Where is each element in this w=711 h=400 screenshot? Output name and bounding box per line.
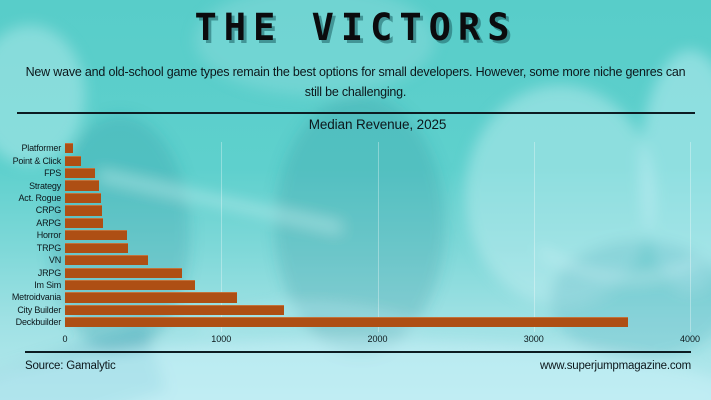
bar-act-rogue (65, 192, 101, 204)
bar-trpg (65, 242, 129, 253)
bar-fps (65, 168, 95, 179)
bar-track (65, 279, 690, 291)
bar-row: JRPG (0, 266, 711, 278)
category-label: Im Sim (34, 280, 61, 291)
bar-row: CRPG (0, 204, 711, 216)
x-axis: 0 1000 2000 3000 4000 (62, 334, 700, 346)
gridline-3000 (533, 142, 535, 332)
poster-subtitle: New wave and old-school game types remai… (25, 65, 686, 99)
bar-track (65, 168, 690, 179)
x-tick-2000: 2000 (367, 334, 388, 344)
x-tick-0: 0 (62, 334, 68, 344)
bar-track (65, 155, 690, 166)
source-credit: Source: Gamalytic (25, 360, 116, 372)
category-label: Deckbuilder (15, 317, 62, 328)
bar-row: Im Sim (0, 279, 711, 291)
gridlines (65, 142, 691, 332)
bar-arpg (65, 217, 104, 228)
website-url: www.superjumpmagazine.com (540, 360, 691, 372)
bar-row: TRPG (0, 242, 711, 254)
bar-row: Horror (0, 229, 711, 241)
bar-track (65, 267, 690, 278)
bar-deckbuilder (65, 317, 628, 328)
bar-strategy (65, 180, 100, 191)
bar-jrpg (65, 267, 183, 278)
bar-row: VN (0, 254, 711, 266)
category-label: City Builder (17, 304, 61, 315)
category-label: Strategy (29, 180, 61, 191)
category-label: Act. Rogue (18, 192, 61, 203)
category-label: VN (48, 255, 61, 266)
bar-row: Platformer (0, 142, 711, 154)
bar-city-builder (65, 304, 284, 315)
bar-row: Point & Click (0, 154, 711, 166)
poster-title: THE VICTORS (194, 6, 517, 49)
gridline-1000 (221, 142, 223, 332)
category-label: JRPG (37, 267, 61, 278)
gridline-4000 (690, 142, 691, 332)
bar-track (65, 304, 690, 315)
category-label: Point & Click (12, 155, 62, 166)
category-label: CRPG (35, 205, 61, 216)
bar-point-click (65, 155, 81, 166)
bar-track (65, 192, 690, 204)
category-label: TRPG (36, 242, 61, 253)
bar-row: ARPG (0, 217, 711, 229)
x-tick-4000: 4000 (679, 334, 701, 344)
bar-row: FPS (0, 167, 711, 179)
category-label: Horror (36, 230, 62, 241)
footer-divider-line (25, 351, 691, 353)
bar-row: Metroidvania (0, 291, 711, 303)
bar-track (65, 180, 690, 191)
bar-horror (65, 230, 127, 241)
bar-row: Deckbuilder (0, 316, 711, 328)
bar-track (65, 292, 690, 303)
bar-track (65, 255, 690, 266)
bar-crpg (65, 205, 102, 216)
bar-track (65, 143, 690, 154)
chart-title: Median Revenue, 2025 (308, 117, 447, 132)
bar-track (65, 242, 690, 253)
bar-im-sim (65, 279, 195, 291)
bar-row: Strategy (0, 179, 711, 191)
bar-rows: Platformer Point & Click FPS Strategy Act. R… (0, 142, 711, 329)
x-tick-3000: 3000 (523, 334, 544, 344)
header-divider-line (17, 112, 695, 114)
bar-track (65, 205, 690, 216)
bar-metroidvania (65, 292, 237, 303)
bar-platformer (65, 143, 73, 154)
category-label: Metroidvania (11, 292, 61, 303)
x-tick-1000: 1000 (211, 334, 232, 344)
bar-track (65, 317, 690, 328)
bar-track (65, 230, 690, 241)
category-label: Platformer (21, 143, 61, 154)
gridline-2000 (377, 142, 379, 332)
bar-vn (65, 255, 148, 266)
bar-row: City Builder (0, 304, 711, 316)
category-label: ARPG (36, 217, 61, 228)
bar-track (65, 217, 690, 228)
bar-row: Act. Rogue (0, 192, 711, 204)
category-label: FPS (44, 168, 61, 179)
